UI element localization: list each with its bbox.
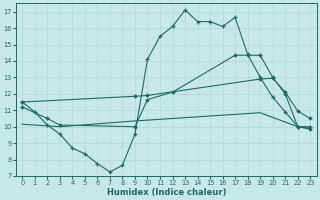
X-axis label: Humidex (Indice chaleur): Humidex (Indice chaleur) <box>107 188 226 197</box>
